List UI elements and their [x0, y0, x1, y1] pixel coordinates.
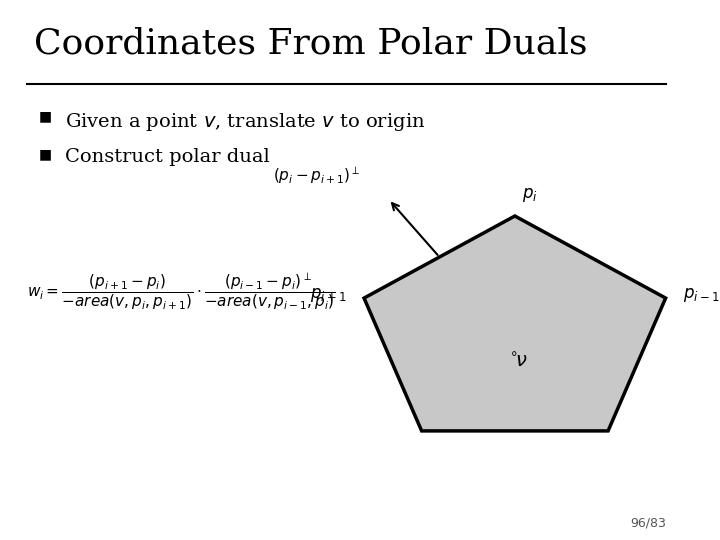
Text: Construct polar dual: Construct polar dual [66, 148, 270, 166]
Text: $\blacksquare$: $\blacksquare$ [37, 111, 52, 125]
Text: $p_i$: $p_i$ [522, 186, 538, 204]
Text: Coordinates From Polar Duals: Coordinates From Polar Duals [35, 27, 588, 61]
Text: $w_i = \dfrac{(p_{i+1}-p_i)}{-area(v,p_i,p_{i+1})} \cdot \dfrac{(p_{i-1}-p_i)^{\: $w_i = \dfrac{(p_{i+1}-p_i)}{-area(v,p_i… [27, 271, 336, 312]
Text: ${}^{\circ}\!\nu$: ${}^{\circ}\!\nu$ [509, 352, 528, 372]
Text: $p_{i-1}$: $p_{i-1}$ [683, 286, 719, 305]
Polygon shape [364, 216, 666, 431]
Text: 96/83: 96/83 [630, 516, 666, 529]
Text: $p_{i+1}$: $p_{i+1}$ [310, 286, 347, 305]
Text: $(p_i - p_{i+1})^{\perp}$: $(p_i - p_{i+1})^{\perp}$ [274, 165, 361, 186]
Text: Given a point $v$, translate $v$ to origin: Given a point $v$, translate $v$ to orig… [66, 111, 426, 133]
Text: $\blacksquare$: $\blacksquare$ [37, 148, 52, 163]
